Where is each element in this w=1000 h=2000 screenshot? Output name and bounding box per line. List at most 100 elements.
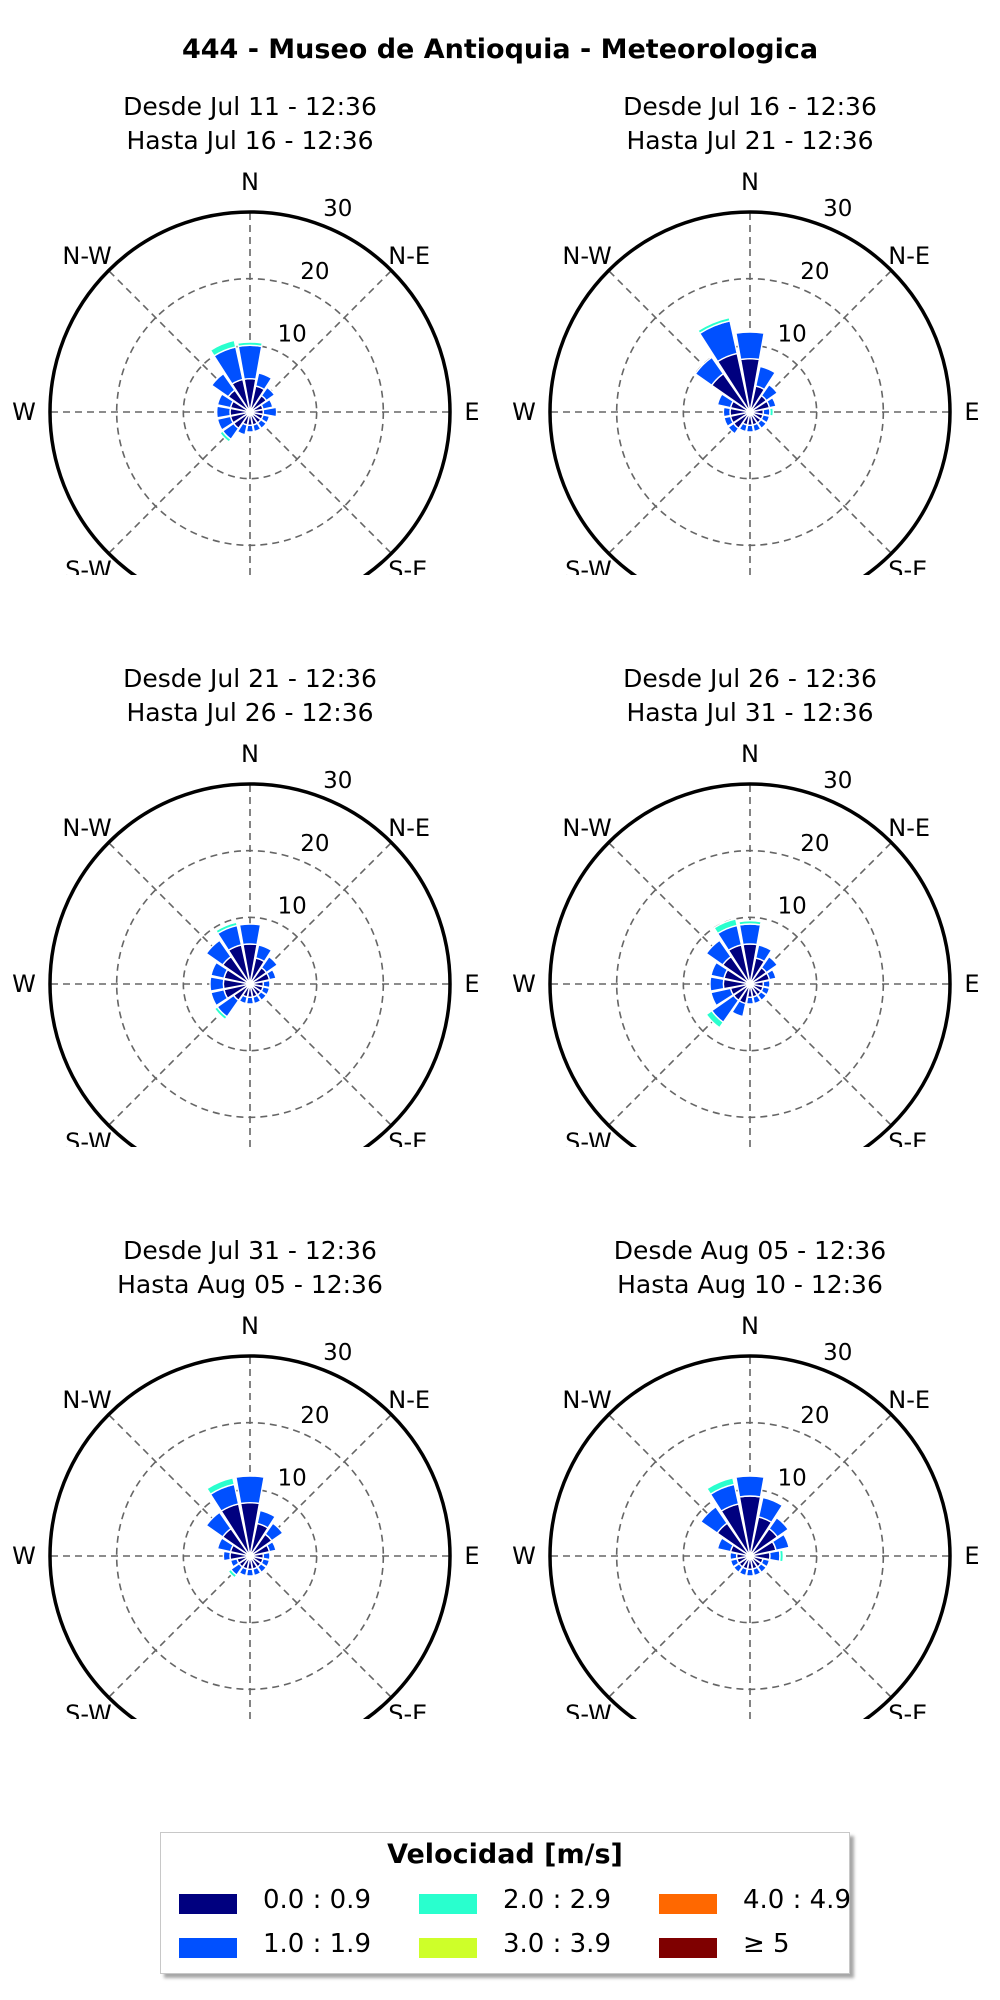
rose-bar [254, 372, 273, 391]
rose-bar [256, 1509, 277, 1529]
rose-bar [256, 418, 268, 430]
rose-bar [252, 994, 262, 1005]
rose-bar [745, 424, 755, 433]
grid-spoke [749, 842, 892, 985]
grid-spoke [249, 1414, 392, 1557]
legend-label: 3.0 : 3.9 [503, 1929, 611, 1959]
grid-spoke [749, 411, 892, 554]
outer-ring [48, 782, 452, 1147]
rose-bar [245, 996, 255, 1005]
direction-label: E [464, 1542, 479, 1570]
rose-bar [705, 1477, 736, 1496]
panel-title-to: Hasta Jul 21 - 12:36 [626, 126, 874, 155]
direction-label: E [464, 398, 479, 426]
panel-title-to: Hasta Jul 31 - 12:36 [626, 698, 874, 727]
direction-label: N-E [388, 242, 430, 270]
rose-bar [214, 921, 238, 935]
rose-bar [765, 968, 777, 981]
rose-bar [265, 968, 277, 981]
direction-label: S-W [565, 1700, 612, 1719]
legend-swatch [659, 1894, 717, 1914]
rose-bar [236, 341, 264, 348]
ring-label: 10 [277, 1465, 306, 1491]
grid-spoke [608, 270, 751, 413]
legend-label: ≥ 5 [743, 1929, 790, 1959]
rose-bar [756, 1562, 768, 1574]
ring-label: 20 [800, 831, 829, 857]
ring-label: 20 [800, 259, 829, 285]
rose-bar [205, 939, 232, 966]
direction-label: S-W [65, 1128, 112, 1147]
legend-label: 4.0 : 4.9 [743, 1885, 851, 1915]
rose-bar [252, 1566, 262, 1577]
grid-spoke [608, 1414, 751, 1557]
windrose-panel: Desde Jul 21 - 12:36 Hasta Jul 26 - 12:36… [0, 572, 500, 1147]
ring-label: 30 [323, 196, 352, 222]
rose-bar [760, 414, 771, 424]
rose-bar [752, 1566, 762, 1577]
rose-bar [732, 1562, 744, 1574]
rose-bar [238, 923, 262, 946]
direction-label: N-E [388, 814, 430, 842]
rose-bar [756, 990, 768, 1002]
direction-label: N-W [62, 242, 111, 270]
rose-bar [735, 1475, 765, 1498]
rose-bar [729, 1558, 740, 1568]
rose-bar [738, 923, 762, 946]
direction-label: S-W [565, 556, 612, 575]
ring-label: 20 [300, 1403, 329, 1429]
rose-bar [260, 1558, 271, 1568]
direction-label: S-E [888, 556, 927, 575]
direction-label: W [12, 1542, 36, 1570]
rose-bar [778, 1549, 785, 1563]
panel-title-to: Hasta Jul 26 - 12:36 [126, 698, 374, 727]
ring-label: 10 [777, 893, 806, 919]
legend-swatch [659, 1938, 717, 1958]
rose-bar [768, 1516, 790, 1538]
panel-title-from: Desde Jul 16 - 12:36 [623, 92, 877, 121]
windrose-panel: Desde Aug 05 - 12:36 Hasta Aug 10 - 12:36… [500, 1144, 1000, 1719]
outer-ring [548, 210, 952, 575]
grid-spoke [749, 1555, 892, 1698]
grid-spoke [249, 270, 392, 413]
ring-label: 10 [277, 321, 306, 347]
ring-label: 10 [277, 893, 306, 919]
direction-label: N-E [888, 814, 930, 842]
rose-bar [210, 961, 229, 980]
grid-spoke [749, 1414, 892, 1557]
rose-bar [205, 1511, 232, 1538]
grid-spoke [608, 411, 751, 554]
grid-spoke [108, 983, 251, 1126]
rose-bar [254, 944, 273, 963]
grid-spoke [608, 983, 751, 1126]
direction-label: S-E [388, 556, 427, 575]
direction-label: W [512, 970, 536, 998]
rose-bar [722, 406, 732, 418]
rose-bar [752, 422, 762, 433]
direction-label: N-W [562, 814, 611, 842]
ring-label: 10 [777, 1465, 806, 1491]
direction-label: W [12, 398, 36, 426]
panel-title-to: Hasta Aug 10 - 12:36 [617, 1270, 883, 1299]
direction-label: S-W [65, 1700, 112, 1719]
direction-label: N-W [62, 814, 111, 842]
rose-bar [209, 976, 225, 992]
rose-bar [760, 383, 779, 402]
rose-bar [216, 415, 235, 431]
grid-spoke [608, 842, 751, 985]
legend-swatch [179, 1894, 237, 1914]
direction-label: S-E [888, 1128, 927, 1147]
rose-bar [735, 331, 765, 361]
rose-bar [710, 987, 735, 1007]
outer-ring [48, 1354, 452, 1719]
panel-title-to: Hasta Aug 05 - 12:36 [117, 1270, 383, 1299]
rose-bar [768, 407, 775, 417]
windrose-panel: Desde Jul 26 - 12:36 Hasta Jul 31 - 12:36… [500, 572, 1000, 1147]
rose-bar [210, 988, 229, 1007]
grid-spoke [108, 1555, 251, 1698]
rose-bar [260, 398, 274, 410]
rose-bar [264, 1522, 284, 1542]
rose-bar [762, 979, 771, 989]
rose-bar [727, 422, 740, 435]
